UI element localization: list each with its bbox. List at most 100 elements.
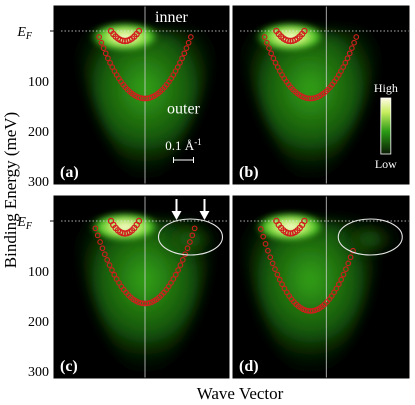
pocket-ellipse	[337, 218, 403, 256]
outer-band-marker	[94, 232, 101, 239]
outer-band-marker	[335, 281, 342, 288]
colorbar-high-label: High	[374, 81, 398, 95]
outer-band-marker	[257, 226, 264, 232]
outer-band-marker	[99, 245, 106, 252]
outer-band-marker	[351, 39, 357, 46]
outer-band-marker	[191, 225, 198, 232]
panel-label: (a)	[60, 164, 79, 181]
panel-label: (c)	[60, 358, 78, 375]
outer-band-marker	[346, 50, 353, 57]
outer-band-marker	[344, 55, 351, 62]
outer-band-marker	[279, 281, 285, 288]
outer-band-marker	[96, 34, 103, 40]
arrow-head	[199, 211, 210, 220]
arrow-head	[171, 211, 182, 220]
panel-frame	[53, 195, 230, 379]
outer-band-marker	[106, 262, 113, 268]
outer-band-marker	[340, 271, 347, 278]
arpes-panel-a: (a) 100 200 300 EF inner outer 0.1 Å-1	[16, 5, 230, 190]
y-tick-label: 100	[28, 265, 49, 280]
outer-band-marker	[347, 254, 354, 261]
inner-band-marker	[301, 217, 308, 225]
outer-band-marker	[184, 245, 191, 252]
outer-band-marker	[177, 59, 183, 66]
x-axis-title: Wave Vector	[197, 384, 284, 403]
outer-band-intensity	[240, 31, 381, 184]
colorbar-low-label: Low	[375, 157, 397, 171]
outer-band-marker	[263, 39, 270, 46]
outer-band-marker	[270, 55, 277, 62]
intensity-map	[54, 196, 229, 378]
outer-band-marker	[338, 276, 345, 283]
panel-label: (d)	[239, 358, 259, 375]
outer-band-marker	[267, 254, 274, 261]
outer-band-marker	[272, 266, 278, 273]
outer-band-marker	[98, 39, 105, 46]
outer-band-marker	[179, 55, 185, 62]
intensity-map	[233, 6, 409, 184]
outer-band-marker	[113, 276, 120, 282]
outer-band-marker	[183, 45, 190, 52]
outer-band-marker	[349, 45, 355, 52]
fermi-level-label: EF	[16, 215, 33, 232]
outer-band-marker	[170, 276, 177, 282]
outer-band-marker	[105, 55, 111, 62]
panel-frame	[53, 5, 230, 185]
outer-band-marker	[97, 239, 103, 245]
outer-band-marker	[189, 232, 196, 239]
intensity-map	[233, 196, 409, 378]
outer-band-marker	[92, 225, 99, 232]
outer-band-marker	[187, 239, 193, 245]
panel-frame	[232, 5, 410, 185]
outer-band-marker	[276, 276, 283, 283]
arpes-panel-d: (d)	[232, 195, 410, 379]
outer-band-marker	[265, 247, 271, 254]
y-tick-label: 300	[28, 175, 49, 190]
outer-band-marker	[185, 39, 192, 46]
outer-band-marker	[102, 50, 109, 57]
y-tick-label: 100	[28, 75, 49, 90]
pocket-intensity	[158, 219, 223, 259]
intensity-map	[54, 6, 229, 184]
outer-band-marker	[353, 34, 360, 40]
outer-band-marker	[111, 271, 118, 278]
outer-band-marker	[272, 59, 279, 66]
outer-band-marker	[104, 257, 111, 263]
outer-band-marker	[269, 260, 276, 267]
inner-band-label: inner	[155, 9, 189, 26]
outer-band-marker	[274, 271, 281, 278]
inner-band-marker	[135, 217, 143, 225]
outer-band-marker	[101, 251, 108, 258]
outer-band-marker	[107, 59, 113, 66]
outer-band-marker	[187, 34, 194, 40]
inner-band-intensity	[252, 21, 329, 53]
outer-band-marker	[172, 271, 179, 278]
outer-band-marker	[260, 233, 267, 240]
outer-band-marker	[261, 34, 268, 40]
outer-band-marker	[343, 266, 349, 273]
outer-band-marker	[262, 241, 269, 247]
outer-band-marker	[333, 285, 340, 292]
panel-label: (b)	[239, 164, 259, 181]
outer-band-marker	[281, 285, 288, 292]
outer-band-marker	[268, 50, 275, 57]
pocket-ellipse	[157, 218, 224, 256]
outer-band-marker	[177, 262, 184, 268]
outer-band-marker	[109, 267, 115, 273]
y-tick-label: 200	[28, 315, 49, 330]
y-axis-title: Binding Energy (meV)	[1, 112, 20, 268]
outer-band-marker	[175, 267, 181, 273]
outer-band-marker	[100, 45, 107, 52]
arpes-panel-b: (b) High Low	[232, 5, 410, 185]
panel-frame	[232, 195, 410, 379]
y-tick-label: 300	[28, 365, 49, 380]
inner-band-marker	[301, 27, 308, 35]
pocket-intensity	[338, 219, 403, 259]
fermi-level-label: EF	[16, 25, 33, 42]
outer-band-marker	[340, 64, 347, 70]
outer-band-label: outer	[167, 101, 201, 118]
y-tick-label: 200	[28, 125, 49, 140]
outer-band-intensity	[240, 221, 381, 378]
inner-band-intensity	[87, 211, 163, 243]
